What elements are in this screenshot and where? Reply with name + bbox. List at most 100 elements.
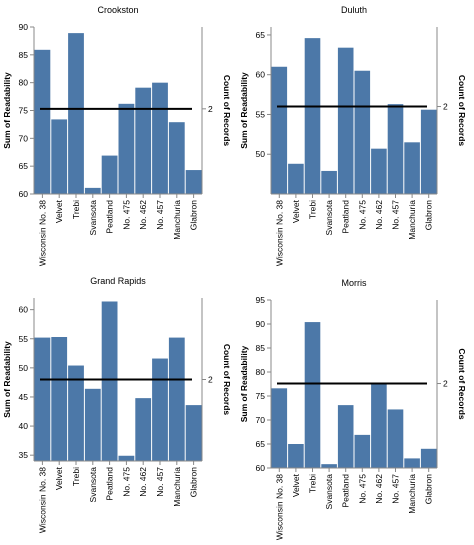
bar: [51, 119, 68, 194]
x-tick-label: Glabron: [424, 200, 434, 231]
chart-title: Crookston: [97, 5, 138, 15]
bar: [304, 322, 321, 468]
x-tick-label: No. 457: [391, 200, 401, 230]
x-tick-label: No. 462: [138, 467, 148, 497]
y2-axis-title: Count of Records: [457, 75, 467, 147]
bar: [34, 49, 51, 194]
x-tick-label: Peatland: [341, 200, 351, 234]
x-tick-label: Manchuria: [172, 467, 182, 507]
y-tick-label: 55: [256, 109, 266, 119]
bar: [387, 409, 404, 468]
y-tick-label: 95: [256, 295, 266, 305]
chart-title: Duluth: [341, 5, 367, 15]
chart-panel: Grand Rapids 35 40 45 50 55 60 Sum of Readabili…: [2, 276, 232, 533]
x-tick-label: Trebi: [308, 474, 318, 493]
bar: [420, 109, 437, 194]
y-tick-label: 50: [19, 363, 29, 373]
bar: [168, 337, 185, 461]
y-tick-label: 70: [19, 133, 29, 143]
x-tick-label: No. 457: [391, 474, 401, 504]
y-tick-label: 80: [256, 367, 266, 377]
y-axis-title: Sum of Readability: [239, 72, 249, 149]
x-tick-label: No. 462: [138, 200, 148, 230]
x-tick-label: Trebi: [71, 200, 81, 219]
y2-axis-title: Count of Records: [222, 344, 232, 416]
chart-panel: Morris 60 65 70 75 80 85 90 95 Sum of Readability…: [239, 278, 467, 540]
x-tick-label: Velvet: [54, 466, 64, 490]
y2-axis-title: Count of Records: [222, 75, 232, 147]
y-tick-label: 60: [256, 463, 266, 473]
y-tick-label: 40: [19, 421, 29, 431]
y-tick-label: 75: [256, 391, 266, 401]
y-axis-title: Sum of Readability: [2, 72, 12, 149]
x-tick-label: Manchuria: [407, 200, 417, 240]
chart-panel: Duluth 50 55 60 65 Sum of Readability Wisconsi…: [239, 5, 467, 266]
chart-title: Morris: [342, 278, 367, 288]
bar: [387, 104, 404, 194]
bar: [288, 444, 304, 468]
x-tick-label: No. 475: [121, 467, 131, 497]
bar: [84, 388, 101, 461]
y-tick-label: 60: [19, 189, 29, 199]
x-tick-label: Velvet: [291, 199, 301, 223]
bar: [337, 405, 354, 468]
x-tick-label: No. 462: [374, 474, 384, 504]
y-tick-label: 45: [19, 392, 29, 402]
bar: [404, 142, 420, 194]
y-tick-label: 65: [256, 30, 266, 40]
bar: [68, 33, 84, 195]
y-tick-label: 80: [19, 78, 29, 88]
y-tick-label: 90: [19, 22, 29, 32]
y-tick-label: 60: [256, 70, 266, 80]
y-axis-title: Sum of Readability: [239, 345, 249, 422]
bar: [321, 170, 337, 194]
x-tick-label: Glabron: [424, 474, 434, 505]
bar: [152, 82, 168, 194]
bar: [118, 455, 135, 461]
x-tick-label: Svansota: [324, 200, 334, 236]
y-tick-label: 60: [19, 305, 29, 315]
y-tick-label: 90: [256, 319, 266, 329]
x-tick-label: Svansota: [88, 467, 98, 503]
x-tick-label: No. 475: [357, 200, 367, 230]
bar: [168, 122, 185, 194]
bar: [371, 384, 387, 468]
y2-tick-label: 2: [443, 102, 448, 112]
bar: [135, 398, 152, 461]
x-tick-label: Peatland: [105, 200, 115, 234]
bar: [288, 163, 304, 194]
bar: [68, 365, 84, 461]
bar: [152, 358, 168, 461]
y-tick-label: 55: [19, 334, 29, 344]
y-tick-label: 65: [256, 439, 266, 449]
bar: [271, 66, 288, 194]
y2-tick-label: 2: [443, 379, 448, 389]
bar: [404, 458, 420, 468]
x-tick-label: No. 462: [374, 200, 384, 230]
bar: [420, 448, 437, 468]
x-tick-label: No. 475: [121, 200, 131, 230]
bar: [118, 103, 135, 194]
x-tick-label: Velvet: [54, 199, 64, 223]
x-tick-label: Trebi: [71, 467, 81, 486]
chart-title: Grand Rapids: [90, 276, 146, 286]
bar: [84, 187, 101, 194]
x-tick-label: Manchuria: [407, 474, 417, 514]
x-tick-label: Trebi: [308, 200, 318, 219]
x-tick-label: Wisconsin No. 38: [274, 474, 284, 540]
bar: [34, 337, 51, 461]
bar: [354, 70, 371, 194]
x-tick-label: No. 457: [155, 467, 165, 497]
bar: [185, 170, 202, 194]
x-tick-label: Glabron: [189, 200, 199, 231]
bar: [337, 47, 354, 195]
x-tick-label: Peatland: [341, 474, 351, 508]
y2-axis-title: Count of Records: [457, 348, 467, 420]
x-tick-label: Velvet: [291, 473, 301, 497]
x-tick-label: No. 475: [357, 474, 367, 504]
bar: [321, 464, 337, 468]
bar: [304, 38, 321, 194]
y-axis-title: Sum of Readability: [2, 341, 12, 418]
x-tick-label: Svansota: [88, 200, 98, 236]
